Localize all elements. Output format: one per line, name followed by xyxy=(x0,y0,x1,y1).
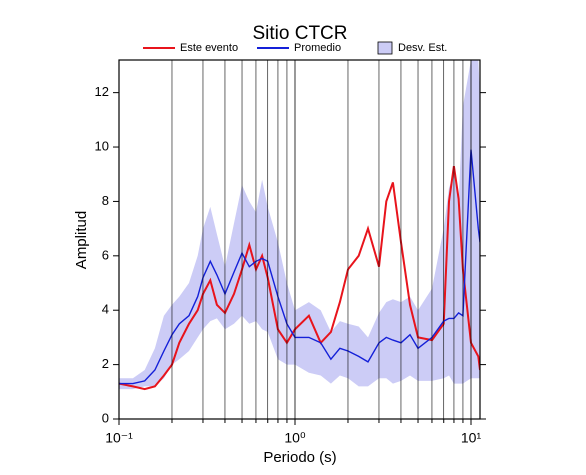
y-tick-label: 2 xyxy=(102,356,109,371)
plot-frame xyxy=(118,59,481,420)
std-band xyxy=(119,60,480,390)
chart-title: Sitio CTCR xyxy=(252,23,347,44)
legend-label: Promedio xyxy=(294,42,341,54)
series-line xyxy=(119,165,480,391)
x-tick-label: 10¹ xyxy=(461,430,482,446)
y-tick-label: 6 xyxy=(102,247,109,262)
y-tick-label: 12 xyxy=(95,84,109,99)
y-tick-label: 4 xyxy=(102,302,109,317)
y-axis-label: Amplitud xyxy=(73,211,90,269)
series-line xyxy=(119,149,480,385)
legend-label: Desv. Est. xyxy=(398,42,447,54)
y-tick-label: 8 xyxy=(102,193,109,208)
y-tick-label: 10 xyxy=(95,138,109,153)
x-tick-label: 10⁻¹ xyxy=(105,430,133,446)
legend-swatch xyxy=(377,41,393,55)
x-tick-label: 10⁰ xyxy=(284,430,306,446)
x-axis-label: Periodo (s) xyxy=(263,449,336,466)
y-tick-label: 0 xyxy=(102,410,109,425)
plot-area xyxy=(119,60,480,391)
legend-label: Este evento xyxy=(180,42,238,54)
